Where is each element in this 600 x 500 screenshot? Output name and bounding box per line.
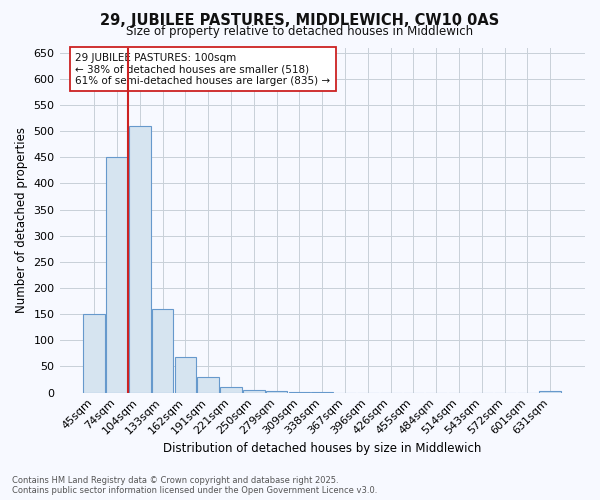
- Bar: [266, 391, 287, 392]
- Bar: [152, 309, 173, 392]
- Bar: [175, 357, 196, 392]
- Bar: [539, 391, 561, 392]
- Text: Contains HM Land Registry data © Crown copyright and database right 2025.
Contai: Contains HM Land Registry data © Crown c…: [12, 476, 377, 495]
- X-axis label: Distribution of detached houses by size in Middlewich: Distribution of detached houses by size …: [163, 442, 481, 455]
- Bar: [243, 390, 265, 392]
- Bar: [129, 126, 151, 392]
- Y-axis label: Number of detached properties: Number of detached properties: [15, 127, 28, 313]
- Bar: [220, 388, 242, 392]
- Text: 29, JUBILEE PASTURES, MIDDLEWICH, CW10 0AS: 29, JUBILEE PASTURES, MIDDLEWICH, CW10 0…: [100, 12, 500, 28]
- Bar: [197, 377, 219, 392]
- Bar: [106, 158, 128, 392]
- Text: 29 JUBILEE PASTURES: 100sqm
← 38% of detached houses are smaller (518)
61% of se: 29 JUBILEE PASTURES: 100sqm ← 38% of det…: [76, 52, 331, 86]
- Bar: [83, 314, 105, 392]
- Text: Size of property relative to detached houses in Middlewich: Size of property relative to detached ho…: [127, 25, 473, 38]
